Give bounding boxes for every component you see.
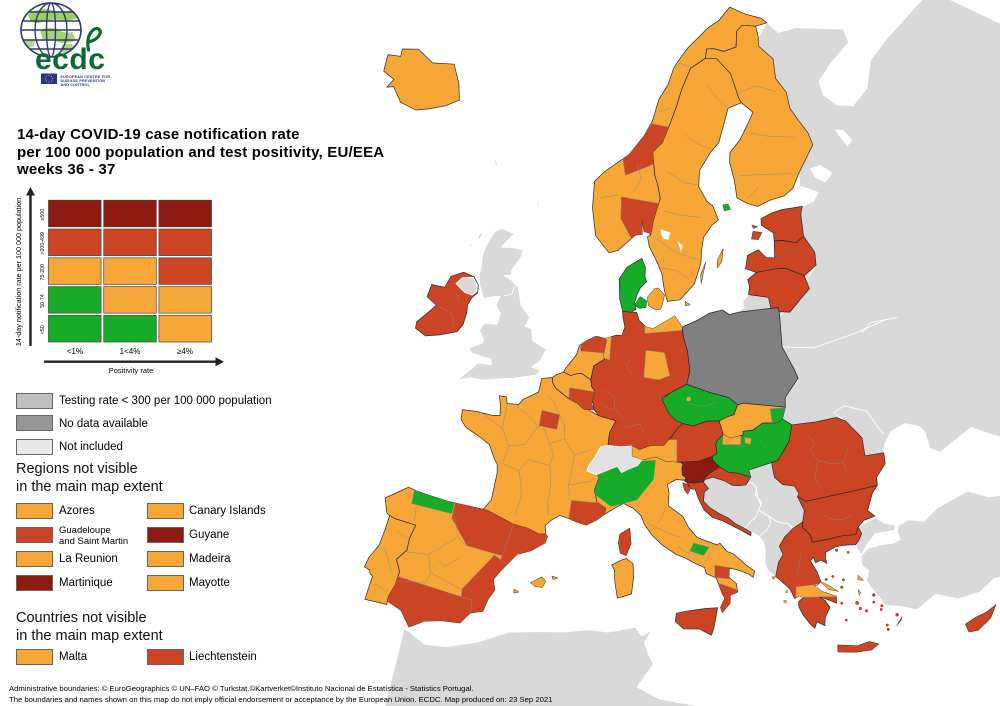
svg-text:AND CONTROL: AND CONTROL [61,83,91,87]
svg-text:<50: <50 [40,325,46,334]
svg-text:1<4%: 1<4% [120,347,141,356]
svg-text:75-200: 75-200 [40,264,46,281]
svg-text:<1%: <1% [67,347,83,356]
svg-text:EUROPEAN CENTRE FOR: EUROPEAN CENTRE FOR [61,75,111,79]
svg-text:≥500: ≥500 [40,209,46,221]
svg-text:≥4%: ≥4% [177,347,193,356]
svg-text:ecdc: ecdc [35,43,105,76]
svg-text:14-day notification rate per 1: 14-day notification rate per 100 000 pop… [14,198,23,346]
svg-text:DISEASE PREVENTION: DISEASE PREVENTION [61,79,106,83]
svg-text:>200-499: >200-499 [40,232,46,255]
svg-text:Positivity rate: Positivity rate [109,366,154,375]
svg-text:50-74: 50-74 [40,294,46,308]
